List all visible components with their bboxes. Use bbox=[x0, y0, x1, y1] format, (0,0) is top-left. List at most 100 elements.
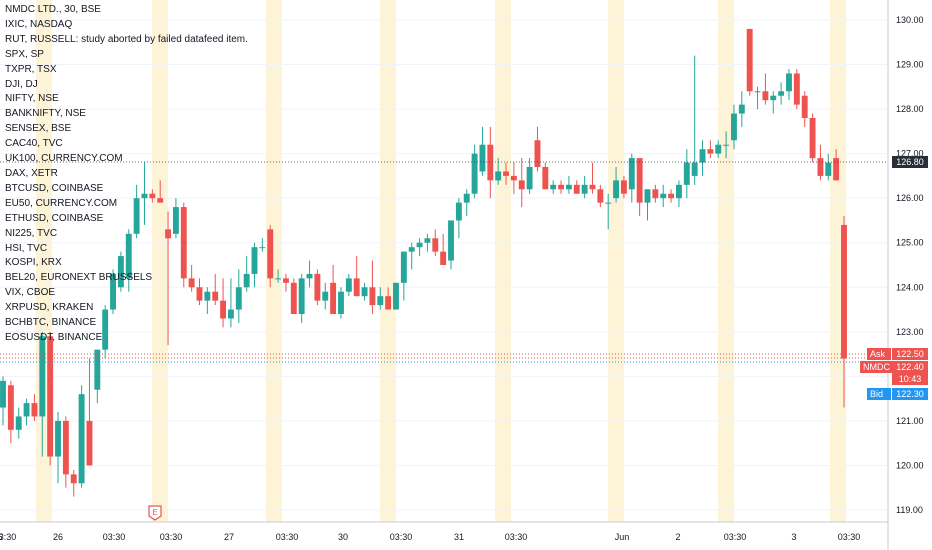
last-price-tag: 122.40 bbox=[892, 361, 928, 373]
candle bbox=[605, 193, 612, 230]
time-tick-label: 03:30 bbox=[838, 532, 861, 542]
candle bbox=[668, 189, 675, 203]
overlay-symbol[interactable]: BCHBTC, BINANCE bbox=[5, 317, 97, 329]
candle-body bbox=[809, 118, 816, 159]
candle-body bbox=[558, 184, 564, 190]
price-tick-label: 129.00 bbox=[896, 60, 924, 70]
overlay-symbol[interactable]: SPX, SP bbox=[5, 48, 44, 60]
session-band bbox=[495, 0, 511, 522]
candle bbox=[448, 220, 454, 270]
overlay-symbol[interactable]: DJI, DJ bbox=[5, 78, 38, 90]
candle-body bbox=[220, 300, 227, 319]
candle bbox=[644, 189, 651, 221]
candle bbox=[833, 149, 840, 181]
earnings-marker[interactable]: E bbox=[148, 505, 162, 521]
candle bbox=[479, 126, 486, 176]
candle-body bbox=[0, 380, 6, 408]
candle bbox=[338, 287, 344, 319]
candle bbox=[275, 269, 282, 283]
candle-body bbox=[636, 158, 643, 203]
overlay-symbol[interactable]: VIX, CBOE bbox=[5, 287, 56, 299]
candle bbox=[542, 162, 549, 190]
candle-body bbox=[597, 189, 604, 203]
candle bbox=[369, 260, 376, 314]
time-tick-label: 03:30 bbox=[724, 532, 747, 542]
overlay-symbol[interactable]: KOSPI, KRX bbox=[5, 257, 62, 269]
candle bbox=[636, 158, 643, 216]
time-tick-label: 03:30 bbox=[103, 532, 126, 542]
candle bbox=[283, 273, 289, 292]
candle-body bbox=[581, 184, 588, 194]
candle-body bbox=[707, 149, 714, 154]
overlay-symbol[interactable]: RUT, RUSSELL: study aborted by failed da… bbox=[5, 33, 248, 45]
time-tick-label: 03:30 bbox=[276, 532, 299, 542]
candle bbox=[125, 229, 132, 292]
price-tick-label: 126.00 bbox=[896, 193, 924, 203]
candle bbox=[731, 104, 737, 150]
candle bbox=[581, 175, 588, 199]
candle bbox=[377, 287, 384, 310]
candle-body bbox=[471, 153, 478, 194]
overlay-symbol[interactable]: DAX, XETR bbox=[5, 167, 58, 179]
candle bbox=[298, 273, 305, 323]
candle-body bbox=[675, 184, 682, 199]
overlay-symbol[interactable]: EU50, CURRENCY.COM bbox=[5, 197, 118, 209]
candle bbox=[762, 73, 769, 105]
candle-body bbox=[361, 287, 368, 297]
candle bbox=[589, 162, 596, 194]
candle bbox=[235, 269, 242, 323]
overlay-symbol[interactable]: HSI, TVC bbox=[5, 242, 48, 254]
candle bbox=[15, 407, 22, 439]
candle bbox=[613, 167, 620, 203]
candle bbox=[597, 184, 604, 208]
candle-body bbox=[180, 207, 187, 279]
candle-body bbox=[432, 238, 439, 252]
candle-body bbox=[731, 113, 737, 141]
symbol-title[interactable]: NMDC LTD., 30, BSE bbox=[5, 4, 101, 15]
candle-body bbox=[110, 273, 116, 310]
overlay-symbol[interactable]: UK100, CURRENCY.COM bbox=[5, 153, 123, 165]
candle-body bbox=[345, 278, 352, 292]
candle bbox=[455, 198, 462, 239]
candle bbox=[550, 180, 557, 194]
candle bbox=[314, 269, 321, 306]
overlay-symbol[interactable]: XRPUSD, KRAKEN bbox=[5, 302, 94, 314]
candle-body bbox=[825, 162, 832, 176]
candle-body bbox=[62, 420, 69, 475]
overlay-symbol[interactable]: IXIC, NASDAQ bbox=[5, 18, 73, 30]
candle-body bbox=[251, 247, 258, 274]
candle bbox=[526, 158, 533, 194]
candle bbox=[573, 180, 580, 194]
candle-body bbox=[39, 336, 46, 417]
candle bbox=[841, 216, 847, 408]
candle-body bbox=[267, 229, 274, 279]
session-band bbox=[152, 0, 168, 522]
overlay-symbol[interactable]: NIFTY, NSE bbox=[5, 93, 59, 105]
candle bbox=[628, 153, 635, 203]
candle bbox=[699, 140, 706, 176]
overlay-symbol[interactable]: TXPR, TSX bbox=[5, 63, 57, 75]
price-tick-label: 130.00 bbox=[896, 15, 924, 25]
overlay-symbol[interactable]: EOSUSDT, BINANCE bbox=[5, 331, 103, 343]
time-tick-label: 03:30 bbox=[505, 532, 528, 542]
overlay-symbol[interactable]: NI225, TVC bbox=[5, 227, 58, 239]
candle-body bbox=[778, 91, 785, 96]
candle-body bbox=[7, 385, 14, 430]
candle bbox=[188, 265, 195, 292]
candle bbox=[683, 149, 690, 199]
candle-body bbox=[94, 349, 101, 390]
candle-body bbox=[833, 158, 840, 181]
overlay-symbol[interactable]: SENSEX, BSE bbox=[5, 123, 72, 135]
price-tick-label: 120.00 bbox=[896, 460, 924, 470]
overlay-symbol[interactable]: BEL20, EURONEXT BRUSSELS bbox=[5, 272, 153, 284]
candle-body bbox=[770, 95, 777, 101]
overlay-symbol[interactable]: BANKNIFTY, NSE bbox=[5, 108, 86, 120]
overlay-symbol[interactable]: ETHUSD, COINBASE bbox=[5, 212, 104, 224]
candle-body bbox=[125, 233, 132, 279]
overlay-symbol[interactable]: BTCUSD, COINBASE bbox=[5, 182, 104, 194]
overlay-symbol[interactable]: CAC40, TVC bbox=[5, 138, 63, 150]
candle-body bbox=[70, 474, 77, 484]
candle-body bbox=[723, 144, 730, 146]
